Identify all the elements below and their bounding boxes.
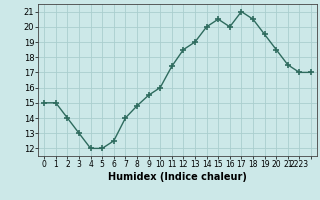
X-axis label: Humidex (Indice chaleur): Humidex (Indice chaleur) <box>108 172 247 182</box>
